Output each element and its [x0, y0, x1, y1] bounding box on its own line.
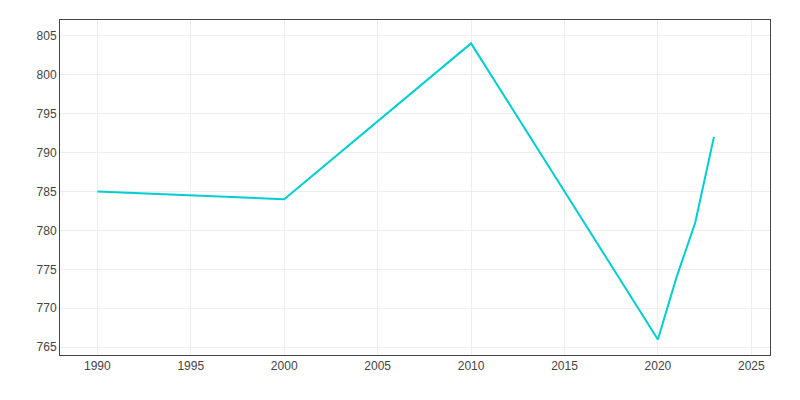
svg-text:2010: 2010	[458, 359, 485, 373]
svg-text:1995: 1995	[177, 359, 204, 373]
svg-text:780: 780	[37, 224, 57, 238]
svg-text:795: 795	[37, 107, 57, 121]
svg-text:2025: 2025	[738, 359, 765, 373]
svg-text:805: 805	[37, 29, 57, 43]
svg-text:800: 800	[37, 68, 57, 82]
svg-text:2005: 2005	[364, 359, 391, 373]
svg-text:2015: 2015	[551, 359, 578, 373]
svg-text:790: 790	[37, 146, 57, 160]
svg-text:785: 785	[37, 185, 57, 199]
svg-text:2020: 2020	[645, 359, 672, 373]
svg-text:2000: 2000	[271, 359, 298, 373]
svg-text:770: 770	[37, 301, 57, 315]
svg-text:765: 765	[37, 340, 57, 354]
svg-text:1990: 1990	[84, 359, 111, 373]
svg-text:775: 775	[37, 263, 57, 277]
